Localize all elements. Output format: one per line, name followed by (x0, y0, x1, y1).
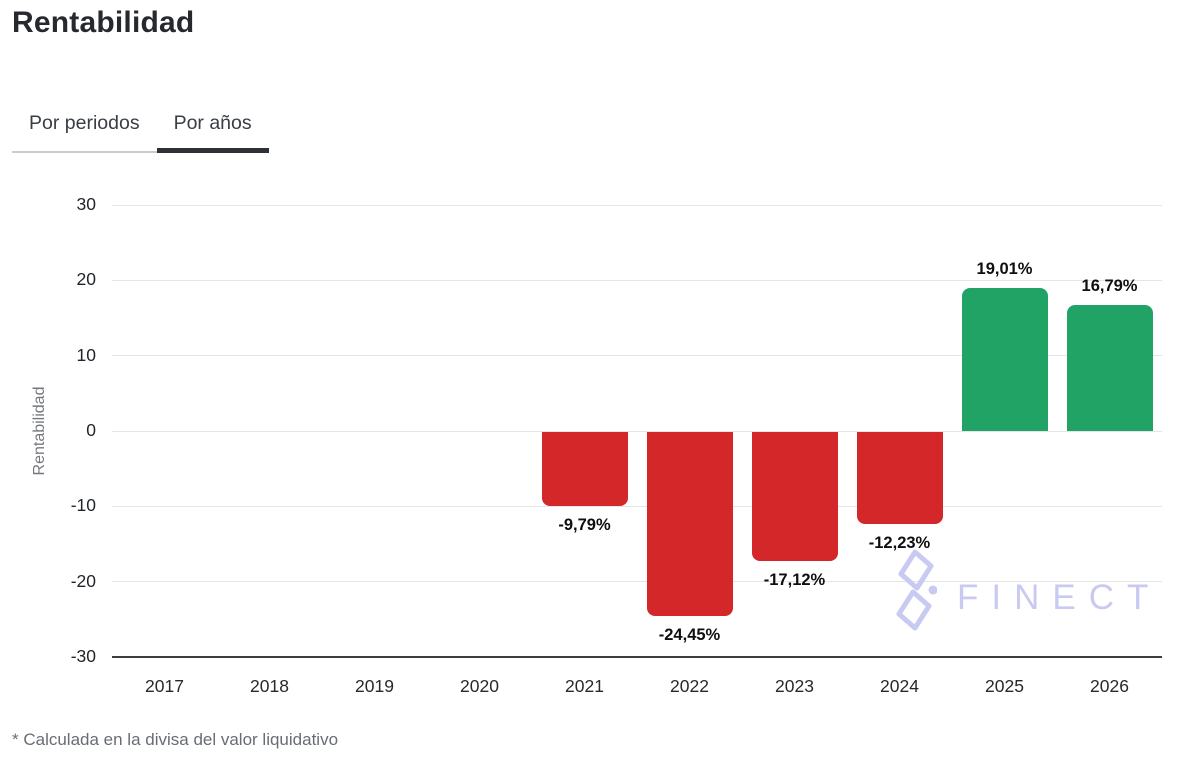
x-tick-label: 2017 (145, 676, 184, 696)
tab-bar: Por periodos Por años (12, 100, 269, 153)
y-tick-label: 30 (76, 194, 96, 214)
x-tick-label: 2018 (250, 676, 289, 696)
x-tick-label: 2020 (460, 676, 499, 696)
y-tick-label: -10 (70, 495, 96, 516)
gridline (112, 430, 1162, 432)
x-axis-line (112, 656, 1162, 658)
finect-watermark: FINECT (893, 549, 1161, 631)
y-tick-label: -20 (70, 570, 96, 591)
bar-2025[interactable] (961, 287, 1048, 431)
x-tick-label: 2025 (985, 676, 1024, 696)
chart-footnote: * Calculada en la divisa del valor liqui… (12, 730, 339, 749)
gridline (112, 505, 1162, 507)
gridline (112, 279, 1162, 281)
tab-por-anos[interactable]: Por años (156, 100, 269, 153)
finect-logo-icon (896, 549, 937, 631)
y-tick-label: 20 (76, 269, 96, 290)
bar-value-label: 19,01% (976, 259, 1033, 278)
gridline (112, 355, 1162, 357)
bar-value-label: -12,23% (868, 534, 931, 553)
finect-watermark-text: FINECT (957, 577, 1162, 617)
bar-value-label: -24,45% (658, 626, 721, 645)
tab-por-periodos[interactable]: Por periodos (12, 100, 157, 153)
bar-2023[interactable] (751, 432, 838, 561)
x-tick-label: 2026 (1090, 676, 1129, 696)
bar-2024[interactable] (856, 432, 943, 525)
bar-2021[interactable] (541, 432, 628, 506)
bar-2022[interactable] (646, 432, 733, 617)
x-tick-label: 2023 (775, 676, 814, 696)
bar-value-label: -17,12% (763, 570, 826, 589)
gridline (112, 581, 1162, 583)
y-tick-label: 0 (86, 420, 96, 440)
bar-value-label: -9,79% (558, 515, 611, 534)
bar-value-label: 16,79% (1081, 276, 1138, 295)
x-tick-label: 2022 (670, 676, 709, 696)
gridline (112, 204, 1162, 206)
bar-chart: Rentabilidad FINECT 30 20 10 0 -10 -20 -30 2017… (31, 194, 1162, 696)
x-tick-label: 2024 (880, 676, 919, 696)
y-tick-label: 10 (76, 344, 96, 365)
bar-2026[interactable] (1066, 304, 1153, 431)
page-title: Rentabilidad (12, 6, 195, 39)
x-tick-label: 2019 (355, 676, 394, 696)
y-tick-label: -30 (70, 646, 96, 666)
x-tick-label: 2021 (565, 676, 604, 696)
